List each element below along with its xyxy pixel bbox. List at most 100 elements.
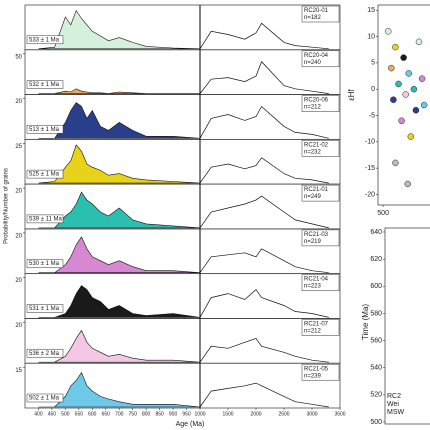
age-distribution-line: [199, 22, 329, 50]
x-tick-label: 1500: [222, 411, 233, 417]
age-distribution-fill: [38, 88, 200, 94]
annotation: Wei: [387, 401, 399, 408]
y-tick-label: 520: [370, 392, 382, 399]
sample-box: [301, 363, 340, 381]
age-distribution-line: [199, 248, 329, 274]
sample-box: [301, 140, 340, 157]
age-box: [26, 393, 64, 403]
ehf-point: [385, 28, 392, 35]
ehf-point: [388, 64, 395, 72]
x-tick-label: 750: [129, 411, 138, 417]
age-box: [26, 259, 64, 268]
age-label: 525 ± 1 Ma: [29, 172, 60, 178]
sample-name: RC21-01: [304, 187, 329, 193]
sample-n: n=219: [304, 239, 322, 245]
y-tick-label: 20: [15, 278, 22, 284]
annotation: RC2: [387, 393, 401, 400]
sample-name: RC20-01: [304, 8, 329, 14]
y-tick-label: -20: [365, 191, 375, 198]
x-tick-label: 2000: [250, 411, 261, 417]
y-axis-label: Probability/Number of grains: [4, 168, 10, 244]
y-tick-label: 20: [15, 99, 22, 105]
y-tick-label: 640: [370, 229, 382, 236]
ehf-point: [415, 38, 423, 46]
sample-n: n=182: [304, 15, 322, 21]
plot-frame: [384, 227, 430, 425]
x-tick-label: 900: [169, 411, 178, 417]
ehf-point: [407, 133, 415, 140]
y-tick-label: 20: [15, 233, 22, 239]
sample-box: [301, 274, 340, 291]
ehf-point: [412, 107, 420, 114]
age-distribution-fill: [38, 102, 201, 139]
y-tick-label: 5: [371, 60, 375, 67]
x-tick-label: 550: [75, 411, 84, 417]
y-tick-label: 50: [15, 54, 22, 60]
y-tick-label: 580: [370, 310, 382, 317]
x-tick-label: 950: [182, 411, 191, 417]
age-label: 539 ± 11 Ma: [29, 216, 63, 222]
ehf-point: [404, 180, 411, 188]
y-tick-label: -15: [365, 165, 375, 172]
sample-name: RC20-04: [304, 53, 329, 59]
ehf-point: [405, 70, 412, 77]
ehf-point: [400, 54, 407, 61]
ehf-point: [390, 96, 397, 103]
ehf-point: [418, 75, 426, 82]
age-distribution-fill: [38, 191, 201, 229]
sample-name: RC21-04: [304, 277, 329, 283]
x-tick-label: 450: [48, 411, 57, 417]
x-tick-label: 3500: [334, 411, 345, 417]
sample-name: RC21-02: [304, 142, 329, 148]
age-distribution-fill: [38, 144, 201, 184]
annotation: MSW: [387, 409, 405, 416]
y-tick-label: 10: [367, 33, 375, 40]
sample-name: RC21-03: [304, 232, 329, 238]
ehf-point: [398, 117, 405, 125]
ehf-point: [410, 85, 418, 93]
sample-box: [301, 95, 340, 112]
y-tick-label: 25: [15, 144, 22, 150]
age-distribution-fill: [38, 285, 201, 318]
sample-name: RC20-06: [304, 98, 329, 104]
x-tick-label: 600: [88, 411, 97, 417]
age-distribution-line: [199, 382, 329, 408]
ehf-point: [395, 80, 402, 88]
time-label: Time (Ma): [361, 304, 370, 340]
age-distribution-line: [199, 61, 329, 94]
y-tick-label: -10: [365, 139, 375, 146]
y-tick-label: 540: [370, 365, 382, 372]
age-label: 502 ± 1 Ma: [29, 396, 60, 402]
age-distribution-fill: [38, 329, 201, 363]
y-tick-label: 15: [367, 7, 375, 14]
age-label: 532 ± 1 Ma: [29, 82, 60, 88]
sample-name: RC21-07: [304, 322, 329, 328]
x-tick-label: 800: [142, 411, 151, 417]
age-label: 533 ± 1 Ma: [29, 37, 60, 43]
ehf-point: [392, 43, 399, 51]
ehf-point: [402, 91, 409, 98]
age-box: [26, 35, 64, 45]
sample-n: n=239: [304, 373, 322, 379]
age-distribution-line: [199, 195, 329, 229]
x-tick-label: 500: [377, 210, 389, 217]
sample-box: [301, 319, 340, 336]
x-tick-label: 400: [34, 411, 43, 417]
plot-frame: [377, 4, 430, 206]
sample-name: RC21-05: [304, 366, 329, 372]
panel-frame: [24, 362, 341, 409]
age-box: [26, 214, 64, 224]
y-tick-label: 20: [15, 323, 22, 329]
age-label: 530 ± 1 Ma: [29, 261, 60, 267]
sample-box: [301, 5, 340, 23]
sample-n: n=232: [304, 149, 322, 155]
sample-n: n=212: [304, 329, 322, 335]
x-tick-label: 500: [61, 411, 70, 417]
age-distribution-line: [199, 157, 329, 184]
sample-n: n=240: [304, 60, 322, 66]
y-tick-label: 600: [370, 283, 382, 290]
sample-n: n=223: [304, 284, 322, 290]
sample-n: n=212: [304, 105, 322, 111]
y-tick-label: 20: [15, 189, 22, 195]
